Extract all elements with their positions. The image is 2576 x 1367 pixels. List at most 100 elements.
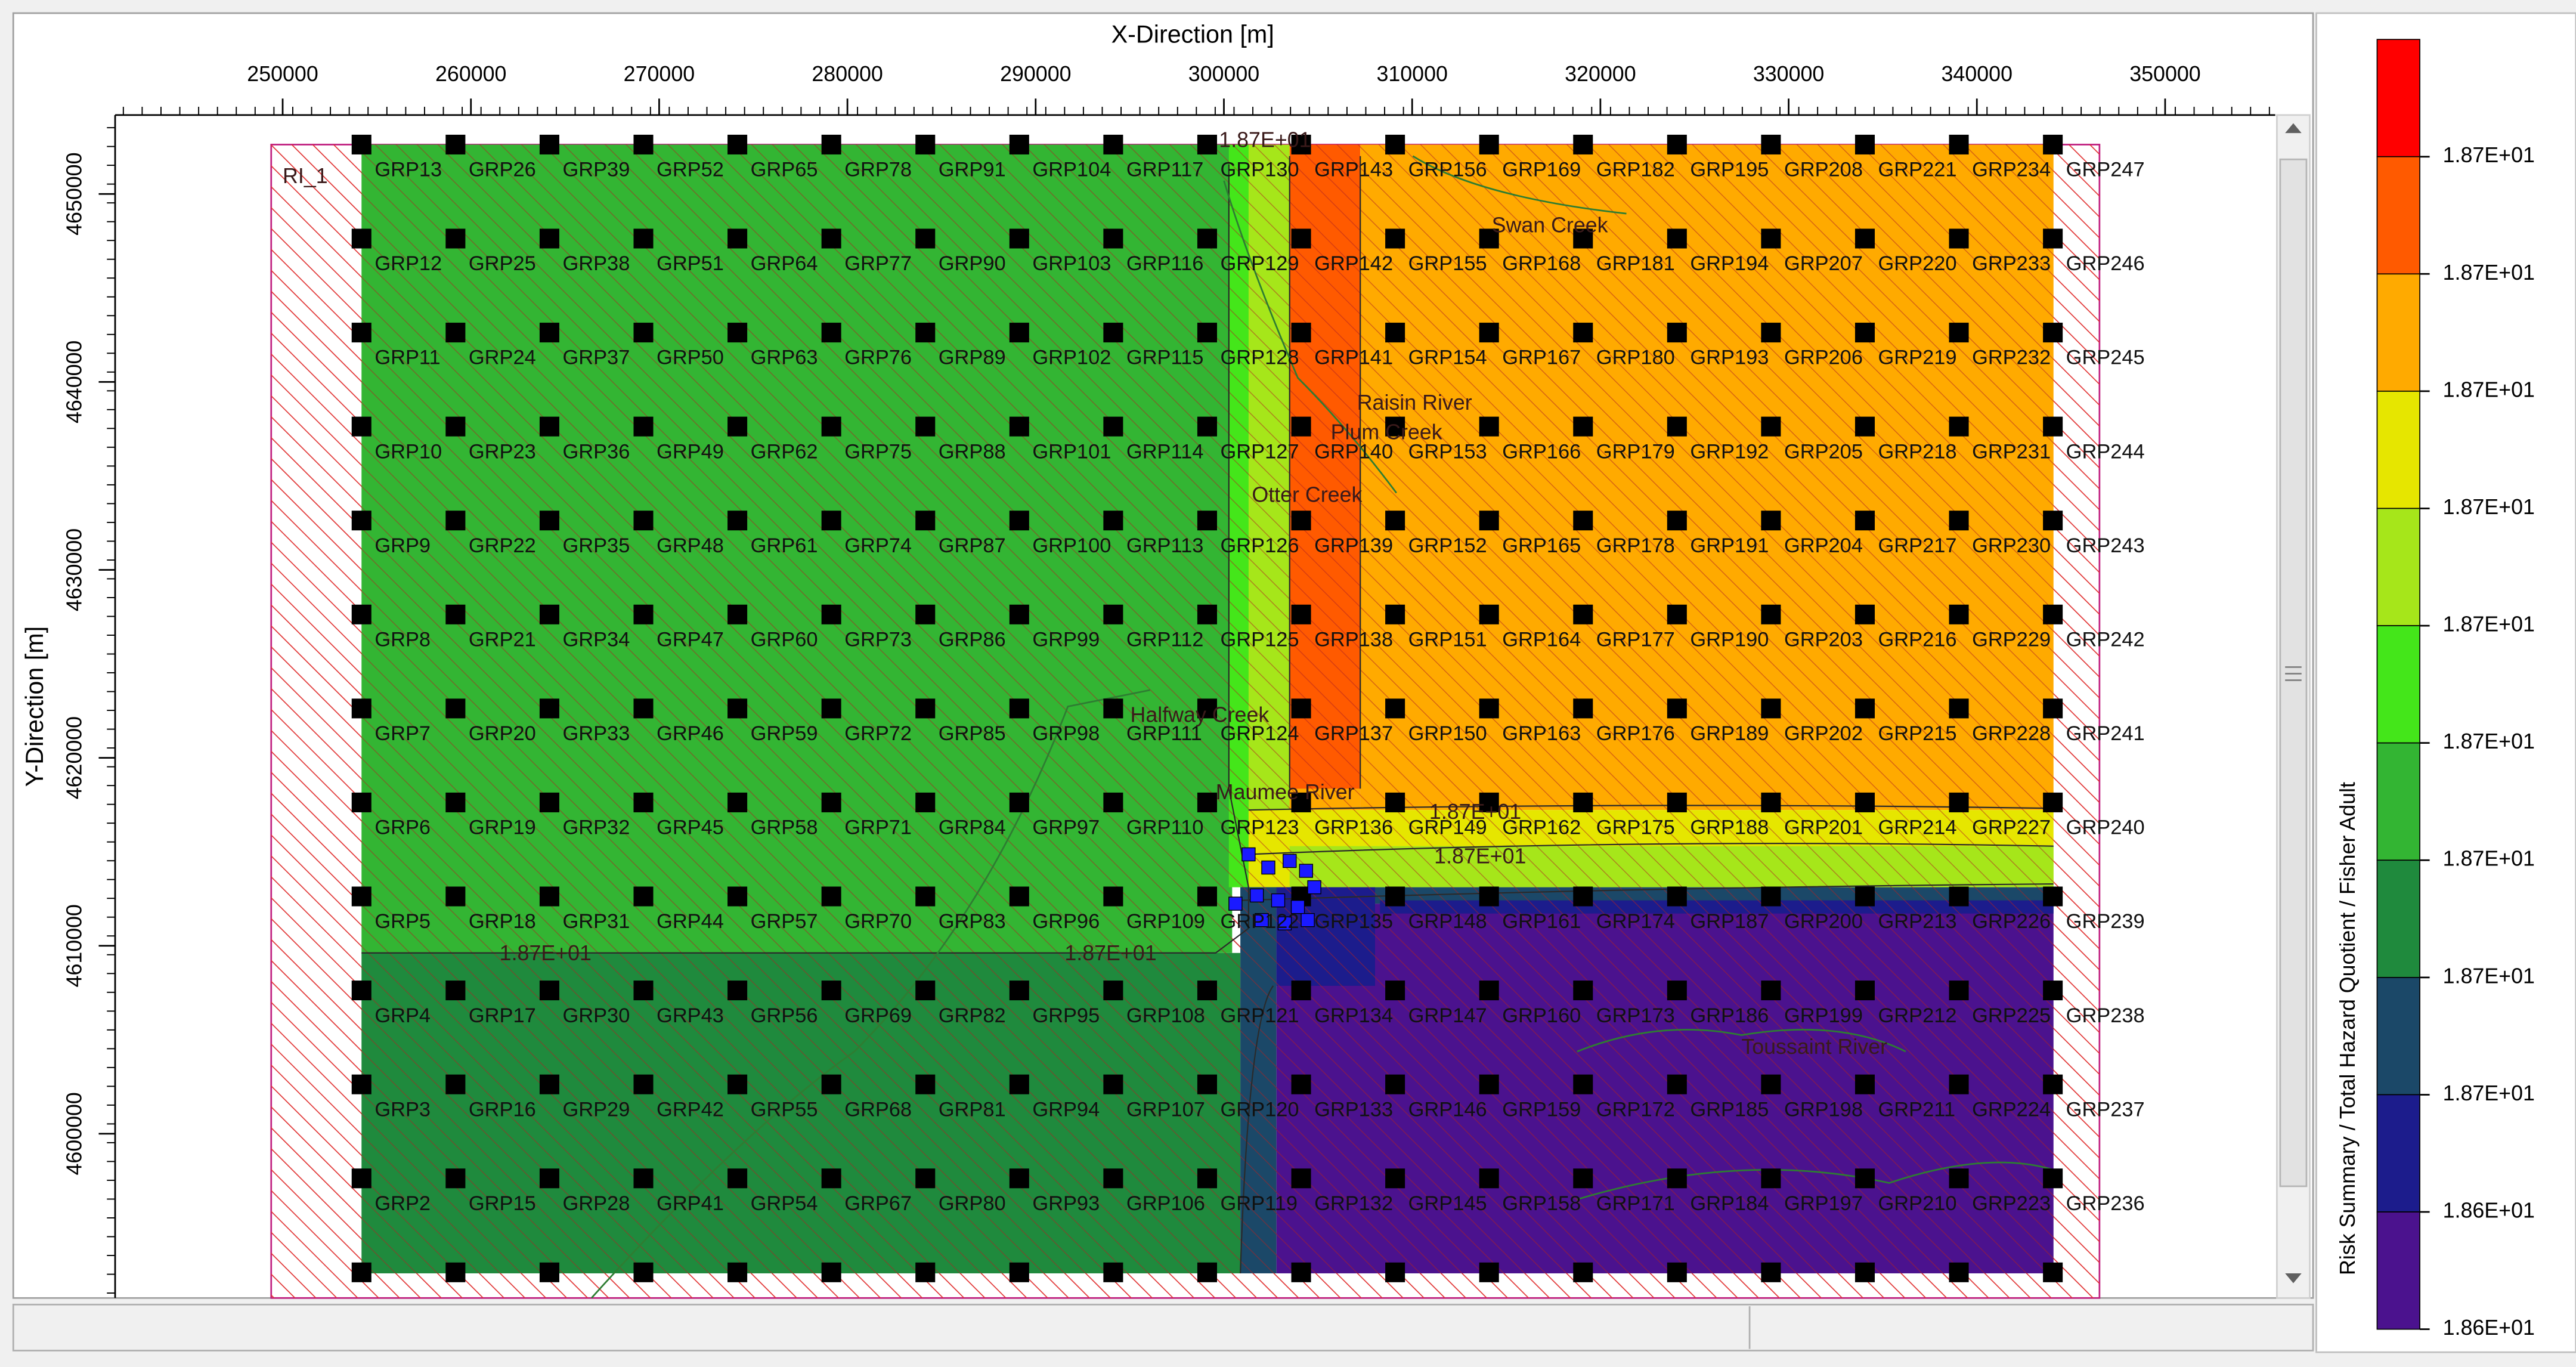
receptor-marker xyxy=(2043,416,2063,437)
contour-label: 1.87E+01 xyxy=(1064,941,1156,965)
receptor-marker xyxy=(821,698,841,719)
receptor-marker xyxy=(1761,511,1781,531)
receptor-marker xyxy=(1197,792,1217,812)
receptor-label: GRP69 xyxy=(844,1004,912,1027)
vertical-scrollbar[interactable] xyxy=(2276,114,2311,1299)
receptor-label: GRP164 xyxy=(1502,628,1581,651)
receptor-label: GRP16 xyxy=(469,1098,536,1121)
receptor-label: GRP149 xyxy=(1408,817,1487,839)
receptor-marker xyxy=(1761,698,1781,719)
axes: X-Direction [m] Y-Direction [m] 250000 26… xyxy=(21,21,2275,1298)
receptor-label: GRP230 xyxy=(1972,534,2051,557)
scroll-up-arrow[interactable] xyxy=(2285,123,2302,134)
receptor-label: GRP83 xyxy=(939,910,1006,933)
receptor-label: GRP81 xyxy=(939,1098,1006,1121)
legend-label: 1.87E+01 xyxy=(2443,847,2535,871)
receptor-label: GRP163 xyxy=(1502,722,1581,745)
receptor-marker xyxy=(1009,416,1029,437)
receptor-marker xyxy=(821,134,841,154)
receptor-label: GRP128 xyxy=(1221,347,1299,369)
receptor-label: GRP52 xyxy=(657,159,724,181)
receptor-marker xyxy=(915,511,936,531)
receptor-label: GRP115 xyxy=(1126,347,1203,369)
receptor-marker xyxy=(1573,511,1593,531)
receptor-marker xyxy=(1009,1262,1029,1282)
receptor-marker xyxy=(727,981,748,1001)
receptor-label: GRP99 xyxy=(1032,628,1100,651)
receptor-marker xyxy=(727,698,748,719)
receptor-marker xyxy=(539,416,559,437)
receptor-label: GRP124 xyxy=(1221,722,1299,745)
receptor-marker xyxy=(915,416,936,437)
receptor-label: GRP73 xyxy=(844,628,912,651)
receptor-label: GRP214 xyxy=(1878,817,1957,839)
receptor-label: GRP169 xyxy=(1502,159,1581,181)
receptor-label: GRP57 xyxy=(751,910,818,933)
receptor-marker xyxy=(1103,981,1123,1001)
receptor-label: GRP141 xyxy=(1314,347,1393,369)
receptor-marker xyxy=(727,1168,748,1189)
waterway xyxy=(590,689,1150,1299)
receptor-label: GRP23 xyxy=(469,440,536,463)
receptor-label: GRP60 xyxy=(751,628,818,651)
receptor-label: GRP190 xyxy=(1690,628,1769,651)
receptor-label: GRP41 xyxy=(657,1192,724,1215)
receptor-marker xyxy=(1854,1262,1875,1282)
map-annotation: Halfway Creek xyxy=(1131,703,1270,727)
receptor-marker xyxy=(1009,698,1029,719)
receptor-marker xyxy=(1667,511,1687,531)
contour-line xyxy=(361,887,1249,954)
receptor-marker xyxy=(1573,792,1593,812)
receptor-marker xyxy=(1761,886,1781,907)
receptor-label: GRP8 xyxy=(374,628,431,651)
receptor-marker xyxy=(539,1074,559,1094)
map-annotation: Otter Creek xyxy=(1252,483,1362,506)
receptor-marker xyxy=(539,886,559,907)
receptor-label: GRP32 xyxy=(562,817,630,839)
scroll-down-arrow[interactable] xyxy=(2285,1273,2302,1284)
receptor-label: GRP80 xyxy=(939,1192,1006,1215)
receptor-label: GRP34 xyxy=(562,628,630,651)
receptor-marker xyxy=(445,698,466,719)
receptor-label: GRP171 xyxy=(1596,1192,1675,1215)
receptor-marker xyxy=(1667,1074,1687,1094)
source-marker xyxy=(1299,864,1314,878)
y-tick-label: 4640000 xyxy=(62,341,86,423)
receptor-label: GRP25 xyxy=(469,252,536,275)
receptor-marker xyxy=(1949,323,1969,343)
receptor-marker xyxy=(1197,323,1217,343)
receptor-marker xyxy=(445,134,466,154)
receptor-marker xyxy=(633,604,654,624)
source-marker xyxy=(1301,913,1315,927)
receptor-label: GRP192 xyxy=(1690,440,1769,463)
y-tick-label: 4650000 xyxy=(62,153,86,236)
receptor-label: GRP30 xyxy=(562,1004,630,1027)
receptor-marker xyxy=(821,1262,841,1282)
y-tick-label: 4630000 xyxy=(62,528,86,611)
map-annotation: RI_1 xyxy=(283,164,328,188)
receptor-marker xyxy=(539,981,559,1001)
receptor-marker xyxy=(1667,981,1687,1001)
x-tick-label: 270000 xyxy=(624,62,695,86)
receptor-label: GRP7 xyxy=(374,722,431,745)
receptor-marker xyxy=(821,886,841,907)
receptor-label: GRP155 xyxy=(1408,252,1487,275)
source-marker xyxy=(1228,896,1243,911)
receptor-marker xyxy=(727,511,748,531)
receptor-marker xyxy=(1385,323,1405,343)
receptor-marker xyxy=(1291,228,1311,249)
receptor-marker xyxy=(821,228,841,249)
receptor-label: GRP231 xyxy=(1972,440,2051,463)
legend-swatch xyxy=(2376,625,2420,744)
receptor-marker xyxy=(1385,134,1405,154)
receptor-label: GRP95 xyxy=(1032,1004,1100,1027)
receptor-marker xyxy=(1103,792,1123,812)
receptor-marker xyxy=(351,886,371,907)
receptor-marker xyxy=(1854,1074,1875,1094)
receptor-label: GRP125 xyxy=(1221,628,1299,651)
receptor-label: GRP44 xyxy=(657,910,724,933)
receptor-marker xyxy=(1573,981,1593,1001)
receptor-marker xyxy=(445,511,466,531)
receptor-marker xyxy=(1761,134,1781,154)
